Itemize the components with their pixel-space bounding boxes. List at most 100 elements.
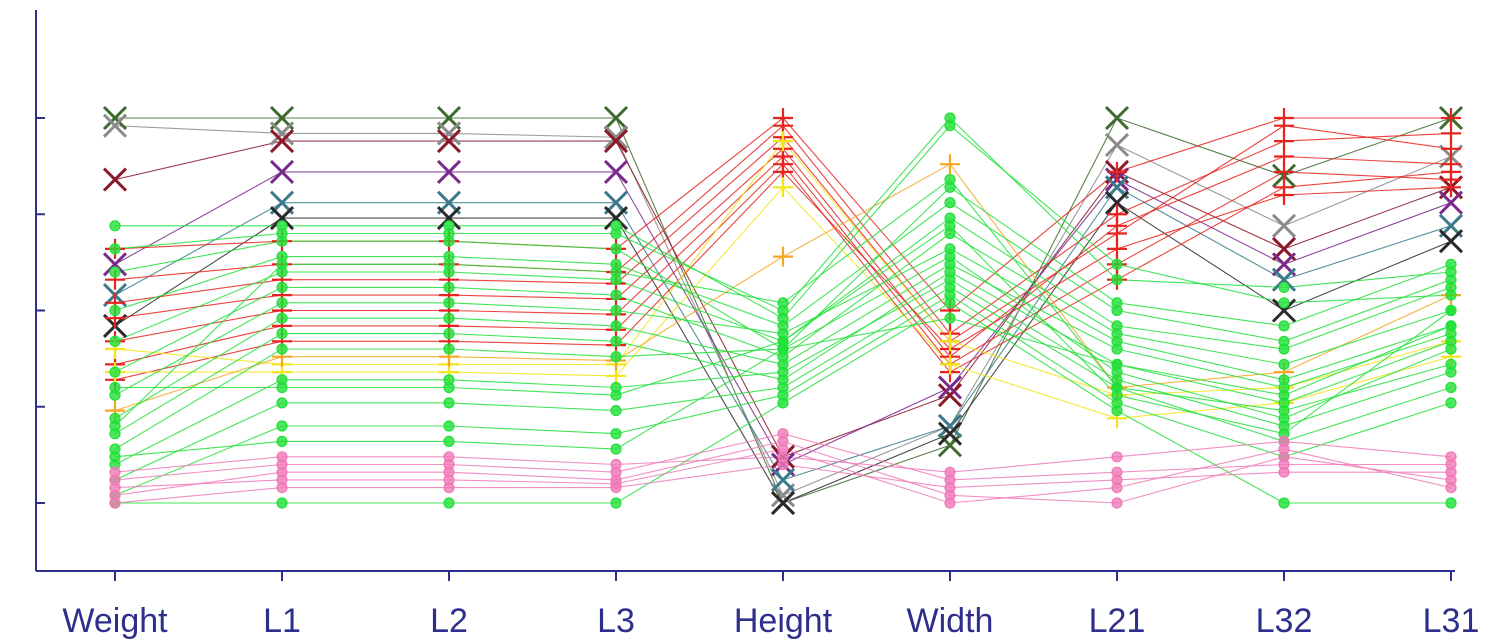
data-point xyxy=(1274,185,1294,205)
data-point xyxy=(276,420,288,432)
data-point xyxy=(276,482,288,494)
data-point xyxy=(603,129,629,154)
data-point xyxy=(1111,474,1123,486)
data-point xyxy=(940,154,960,175)
data-point xyxy=(109,266,121,278)
data-point xyxy=(610,458,622,471)
data-point xyxy=(1104,190,1130,215)
data-point xyxy=(436,129,462,154)
data-point xyxy=(1107,161,1127,182)
data-point xyxy=(443,397,455,409)
data-point xyxy=(1104,132,1130,158)
axis-label-l32: L32 xyxy=(1256,602,1313,640)
axis-label-l2: L2 xyxy=(430,602,468,640)
data-point xyxy=(773,177,793,198)
data-point xyxy=(443,281,455,293)
data-point xyxy=(770,467,796,492)
data-point xyxy=(610,428,622,440)
data-point xyxy=(1111,497,1123,509)
data-point xyxy=(610,289,622,301)
data-point xyxy=(1445,258,1457,270)
data-point xyxy=(1445,343,1457,355)
data-point xyxy=(102,113,128,138)
data-point xyxy=(443,451,455,463)
data-point xyxy=(610,443,622,455)
data-point xyxy=(269,206,295,231)
data-point xyxy=(443,482,455,494)
data-point xyxy=(443,297,455,309)
axis-label-height: Height xyxy=(734,602,833,640)
data-point xyxy=(1278,435,1290,447)
data-point xyxy=(777,335,789,347)
axis-label-l3: L3 xyxy=(597,602,635,640)
data-point xyxy=(443,497,455,509)
data-point xyxy=(443,343,455,355)
data-point xyxy=(276,451,288,463)
data-point xyxy=(777,297,789,309)
data-point xyxy=(770,490,796,516)
data-point xyxy=(276,235,288,247)
data-point xyxy=(944,112,956,124)
data-point xyxy=(1104,105,1130,131)
data-point xyxy=(102,167,128,192)
data-point xyxy=(102,252,128,277)
data-point xyxy=(944,197,956,209)
data-point xyxy=(610,243,622,255)
data-point xyxy=(269,121,295,146)
data-point xyxy=(1111,381,1123,394)
data-point xyxy=(937,383,963,408)
data-point xyxy=(436,121,462,146)
data-point xyxy=(1445,451,1457,463)
data-point xyxy=(1111,405,1123,417)
data-point xyxy=(1278,343,1290,355)
axis-label-weight: Weight xyxy=(62,602,168,640)
data-point xyxy=(443,381,455,394)
data-point xyxy=(610,335,622,347)
data-point xyxy=(610,389,622,401)
data-point xyxy=(109,304,121,317)
data-point xyxy=(109,420,121,432)
data-point xyxy=(937,413,963,439)
data-point xyxy=(269,129,295,154)
data-point xyxy=(109,243,121,255)
data-point xyxy=(610,227,622,240)
data-point xyxy=(610,351,622,363)
data-point xyxy=(109,366,121,378)
data-point xyxy=(944,312,956,324)
data-point xyxy=(1111,358,1123,370)
data-point xyxy=(610,320,622,332)
data-point xyxy=(603,206,629,231)
data-point xyxy=(443,235,455,247)
data-point xyxy=(109,451,121,463)
data-point xyxy=(944,497,956,509)
data-point xyxy=(102,105,128,131)
data-point xyxy=(1278,297,1290,309)
data-point xyxy=(777,428,789,440)
data-point xyxy=(944,466,956,478)
data-point xyxy=(937,375,963,400)
axis-label-l31: L31 xyxy=(1423,602,1480,640)
data-point xyxy=(443,258,455,270)
axis-label-l1: L1 xyxy=(263,602,301,640)
data-point xyxy=(276,397,288,409)
data-point xyxy=(276,258,288,270)
data-point xyxy=(1271,267,1297,292)
data-point xyxy=(944,220,956,232)
data-point xyxy=(1278,497,1290,509)
data-point xyxy=(109,335,121,347)
data-point xyxy=(1445,358,1457,370)
data-point xyxy=(1445,497,1457,509)
data-point xyxy=(1111,343,1123,355)
data-point xyxy=(777,458,789,471)
data-point xyxy=(1445,381,1457,394)
data-point xyxy=(1278,320,1290,332)
data-point xyxy=(603,159,629,184)
data-point xyxy=(1278,358,1290,370)
data-point xyxy=(944,482,956,494)
data-point xyxy=(1278,466,1290,478)
data-point xyxy=(1107,215,1127,236)
data-point xyxy=(1438,190,1464,215)
data-point xyxy=(1274,115,1294,136)
data-point xyxy=(937,433,963,458)
